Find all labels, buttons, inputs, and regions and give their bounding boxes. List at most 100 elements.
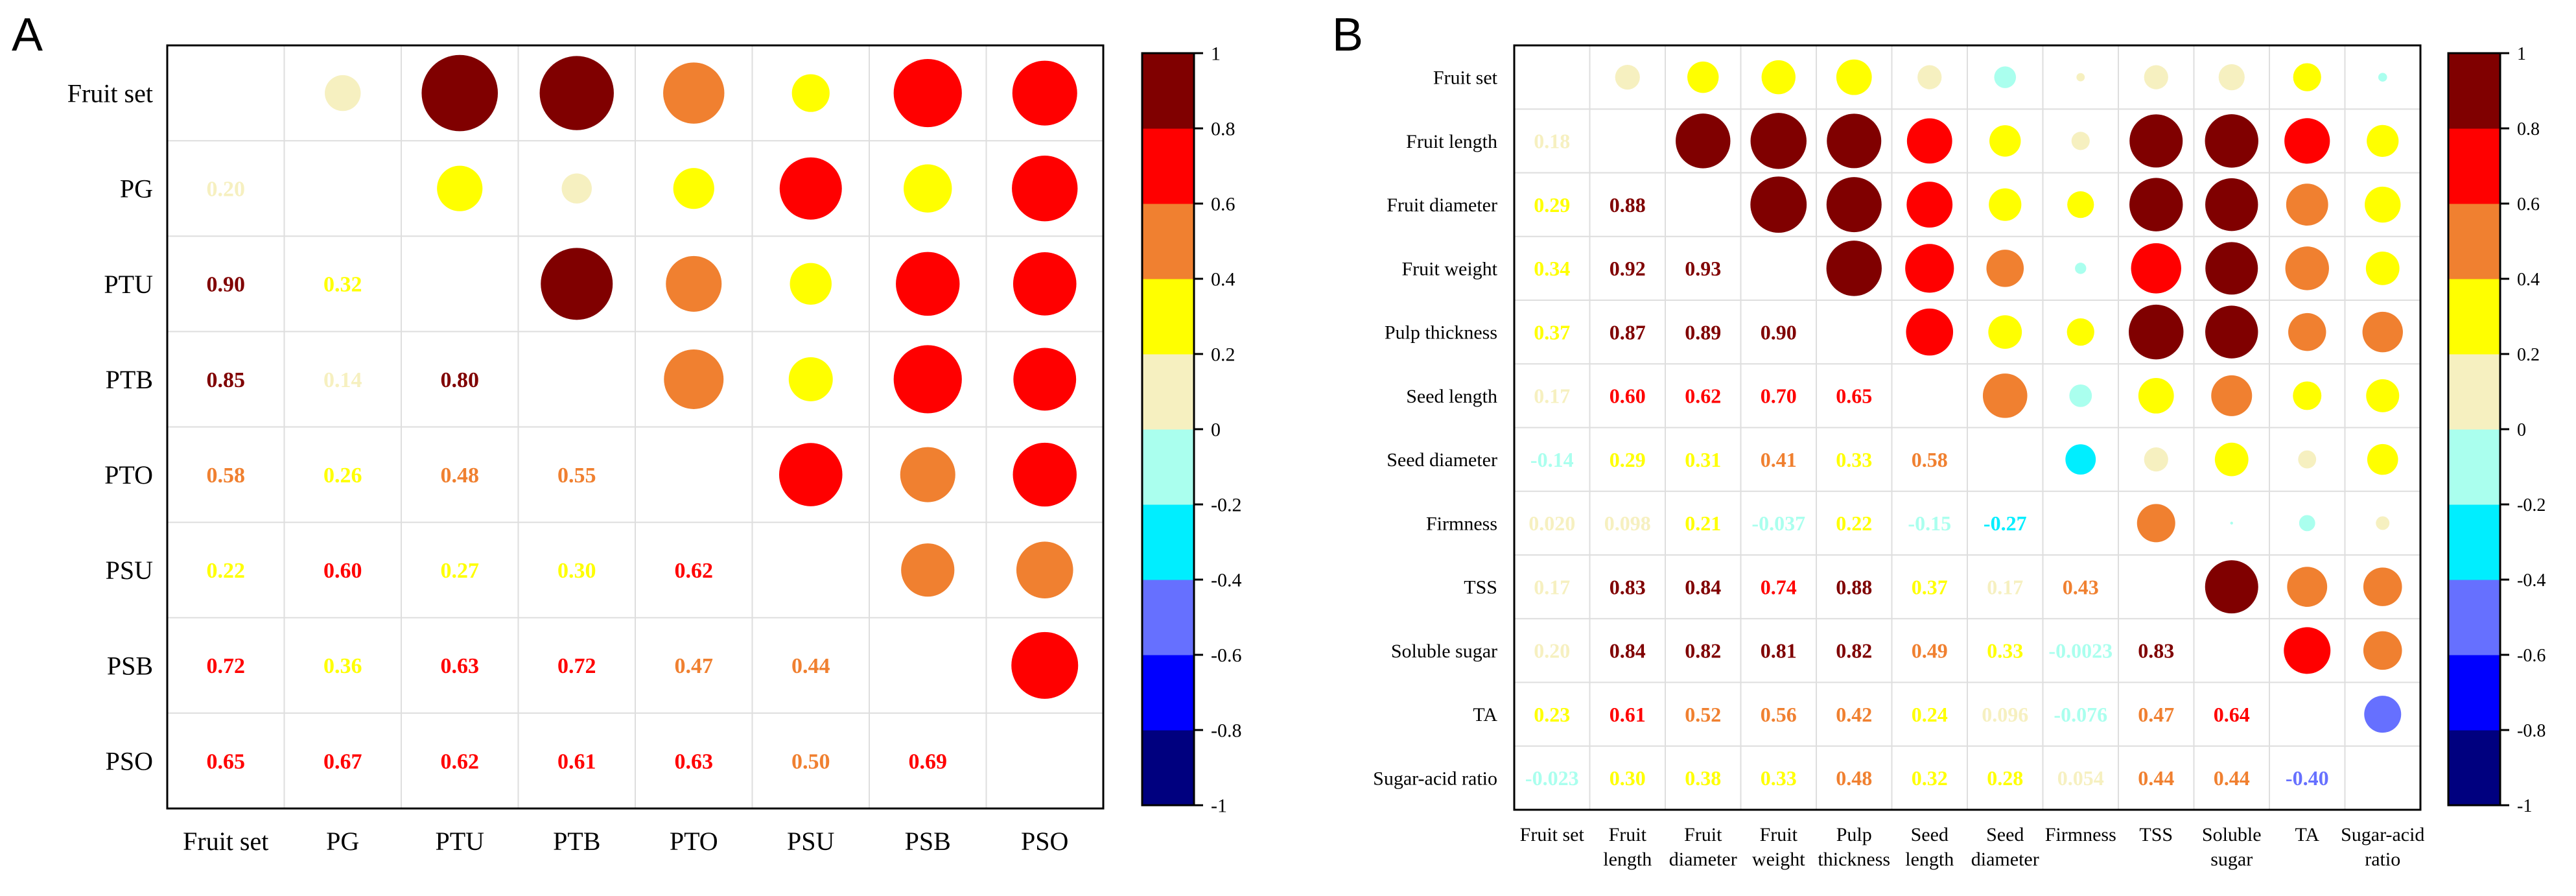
correlation-label: 0.14 [323, 368, 362, 392]
correlation-circle [2285, 246, 2329, 290]
correlation-label: -0.037 [1751, 512, 1805, 535]
row-label: Fruit length [1406, 131, 1497, 152]
plot-frame [166, 44, 1105, 810]
correlation-circle [1615, 65, 1640, 90]
correlation-label: 0.82 [1685, 639, 1721, 663]
colorbar-segment [1142, 53, 1194, 129]
colorbar-segment [2448, 429, 2500, 505]
correlation-label: 0.28 [1987, 766, 2023, 790]
correlation-circle [2288, 312, 2326, 351]
correlation-circle [2071, 132, 2090, 150]
correlation-label: 0.69 [909, 749, 948, 773]
correlation-circle [1905, 244, 1954, 293]
row-label: PSU [106, 556, 153, 585]
correlation-circle [893, 58, 962, 128]
correlation-label: 0.31 [1685, 448, 1721, 471]
correlation-label: 0.74 [1761, 575, 1797, 598]
colorbar-segment [2448, 204, 2500, 279]
correlation-label: 0.64 [2214, 703, 2250, 726]
correlation-circle [1676, 113, 1731, 169]
correlation-circle [2205, 178, 2258, 231]
colorbar-tick-label: -0.4 [2517, 571, 2546, 591]
panel-label: B [1332, 9, 1363, 61]
correlation-circle [2214, 442, 2249, 477]
colorbar-tick-label: -0.6 [2517, 646, 2546, 666]
correlation-circle [900, 447, 955, 502]
correlation-label: 0.26 [323, 464, 362, 488]
correlation-circle [2299, 515, 2315, 532]
correlation-label: 0.38 [1685, 766, 1721, 790]
colorbar-segment [1142, 504, 1194, 580]
colorbar-segment [2448, 504, 2500, 580]
correlation-label: 0.83 [2138, 639, 2174, 663]
correlation-circle [2067, 191, 2094, 218]
correlation-circle [1012, 155, 1078, 222]
correlation-circle [437, 165, 483, 211]
row-label: Fruit weight [1402, 258, 1498, 279]
column-label: PSU [787, 827, 834, 856]
correlation-label: 0.89 [1685, 320, 1721, 344]
correlation-label: 0.70 [1761, 384, 1797, 408]
column-label: Sugar-acid [2341, 824, 2424, 845]
colorbar-tick-label: -0.2 [1211, 495, 1242, 516]
correlation-label: 0.096 [1982, 703, 2028, 726]
column-label: PSO [1021, 827, 1068, 856]
correlation-label: 0.23 [1534, 703, 1570, 726]
colorbar-segment [1142, 580, 1194, 655]
row-label: Seed length [1406, 386, 1497, 407]
colorbar-tick-label: 0.6 [2517, 195, 2540, 215]
correlation-circle [2284, 118, 2330, 164]
column-label: PTO [670, 827, 718, 856]
correlation-circle [1013, 348, 1077, 411]
column-label: length [1905, 849, 1954, 870]
colorbar-tick-label: -0.6 [1211, 645, 1242, 666]
correlation-circle [2287, 567, 2328, 607]
correlation-circle [2365, 186, 2401, 223]
column-label: length [1603, 849, 1652, 870]
correlation-label: 0.60 [323, 559, 362, 583]
correlation-label: 0.55 [557, 464, 596, 488]
correlation-circle [2378, 73, 2387, 82]
correlation-label: 0.49 [1912, 639, 1948, 663]
correlation-circle [791, 74, 830, 112]
colorbar-segment [2448, 128, 2500, 204]
correlation-label: 0.83 [1610, 575, 1646, 598]
panel-A: A0.200.90 0.320.85 0.14 0.800.58 0.26 0.48 0.5… [12, 9, 1242, 856]
row-label: PSO [106, 746, 153, 775]
row-label: PTB [106, 365, 153, 394]
correlation-label: 0.65 [1836, 384, 1872, 408]
correlation-label: 0.44 [2138, 766, 2174, 790]
colorbar-segment [1142, 655, 1194, 731]
column-label: Seed [1911, 824, 1949, 845]
correlation-label: 0.56 [1761, 703, 1797, 726]
correlation-label: 0.17 [1534, 384, 1570, 408]
correlation-label: 0.63 [675, 749, 714, 773]
correlation-circle [1906, 308, 1954, 356]
correlation-circle [904, 164, 952, 213]
correlation-label: 0.32 [323, 273, 362, 297]
correlation-label: 0.84 [1610, 639, 1646, 663]
column-label: PTU [435, 827, 484, 856]
correlation-circle [2067, 318, 2094, 346]
row-label: PG [120, 174, 153, 204]
row-label: Soluble sugar [1391, 641, 1497, 662]
correlation-circle [1982, 373, 2028, 418]
colorbar-tick-label: -0.2 [2517, 495, 2546, 515]
colorbar-segment [1142, 429, 1194, 505]
correlation-circle [2367, 124, 2399, 157]
correlation-circle [325, 75, 361, 112]
correlation-label: 0.32 [1912, 766, 1948, 790]
correlation-label: 0.48 [1836, 766, 1872, 790]
colorbar-tick-label: 0 [2517, 420, 2526, 440]
correlation-circle [779, 443, 843, 506]
correlation-label: -0.076 [2054, 703, 2107, 726]
correlation-circle [1826, 177, 1882, 233]
column-label: Soluble [2202, 824, 2262, 845]
correlation-label: 0.47 [675, 654, 714, 678]
correlation-label: 0.63 [441, 654, 480, 678]
column-label: TSS [2139, 824, 2173, 845]
correlation-label: -0.27 [1984, 512, 2027, 535]
correlation-label: 0.33 [1836, 448, 1872, 471]
colorbar-tick-label: 0.6 [1211, 194, 1235, 215]
correlation-label: 0.88 [1610, 193, 1646, 217]
